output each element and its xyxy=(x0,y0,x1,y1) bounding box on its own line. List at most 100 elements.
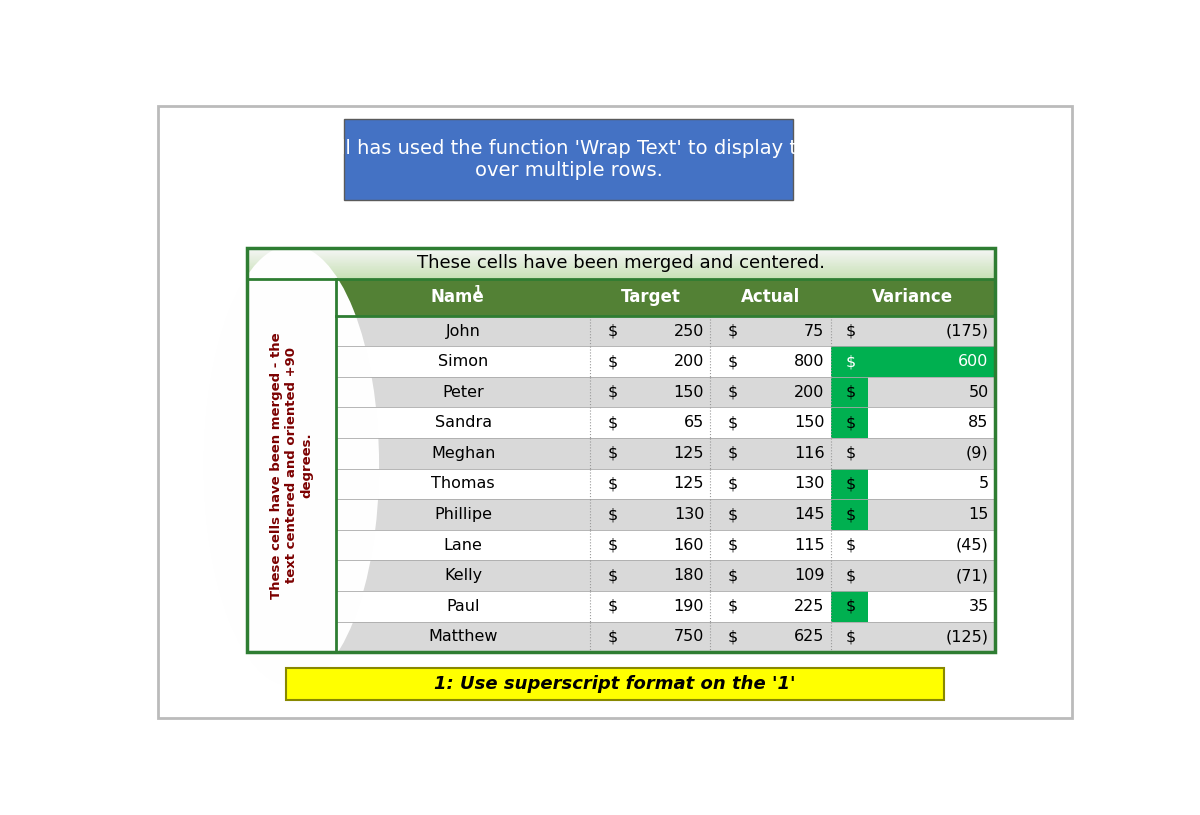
Bar xyxy=(247,254,995,255)
Text: 130: 130 xyxy=(674,507,704,522)
Ellipse shape xyxy=(226,302,356,630)
Text: 1: Use superscript format on the '1': 1: Use superscript format on the '1' xyxy=(434,675,796,693)
Bar xyxy=(247,279,336,652)
Text: 800: 800 xyxy=(794,354,824,369)
Bar xyxy=(336,346,995,377)
Ellipse shape xyxy=(268,406,316,525)
Ellipse shape xyxy=(282,443,300,488)
Ellipse shape xyxy=(241,338,342,593)
Text: $: $ xyxy=(607,324,618,338)
Bar xyxy=(247,268,995,269)
Ellipse shape xyxy=(220,286,362,645)
Bar xyxy=(343,119,793,200)
Ellipse shape xyxy=(280,435,304,496)
Bar xyxy=(247,252,995,253)
Text: Target: Target xyxy=(620,289,680,306)
Bar xyxy=(830,346,868,377)
Ellipse shape xyxy=(251,364,331,566)
Ellipse shape xyxy=(263,394,319,536)
Bar xyxy=(868,408,995,438)
Ellipse shape xyxy=(222,290,361,641)
Ellipse shape xyxy=(271,413,312,518)
Ellipse shape xyxy=(214,271,368,659)
Text: Meghan: Meghan xyxy=(431,446,496,460)
Text: $: $ xyxy=(727,629,738,645)
Bar xyxy=(868,622,995,652)
Bar xyxy=(247,266,995,267)
Bar xyxy=(336,500,995,530)
Text: $: $ xyxy=(846,385,856,399)
Bar xyxy=(247,248,995,249)
Text: $: $ xyxy=(727,538,738,553)
Ellipse shape xyxy=(254,372,329,559)
Bar xyxy=(868,500,995,530)
Ellipse shape xyxy=(218,283,365,649)
Ellipse shape xyxy=(209,257,374,675)
Text: $: $ xyxy=(607,354,618,369)
Ellipse shape xyxy=(284,447,299,484)
Ellipse shape xyxy=(262,390,322,540)
Bar xyxy=(336,469,995,500)
Text: Lane: Lane xyxy=(444,538,482,553)
Bar xyxy=(247,271,995,272)
Text: $: $ xyxy=(846,568,856,584)
Ellipse shape xyxy=(275,425,307,507)
Ellipse shape xyxy=(250,361,334,570)
Text: $: $ xyxy=(607,477,618,491)
Text: Peter: Peter xyxy=(443,385,484,399)
Bar xyxy=(336,530,995,561)
Text: 125: 125 xyxy=(673,446,704,460)
Ellipse shape xyxy=(228,305,355,626)
Text: 200: 200 xyxy=(674,354,704,369)
Ellipse shape xyxy=(211,264,372,667)
Ellipse shape xyxy=(288,458,294,473)
Ellipse shape xyxy=(276,428,306,503)
Text: 65: 65 xyxy=(684,416,704,430)
Text: $: $ xyxy=(727,568,738,584)
Ellipse shape xyxy=(247,354,336,578)
Bar xyxy=(868,315,995,346)
Bar xyxy=(247,250,995,251)
Bar xyxy=(830,438,868,469)
Text: $: $ xyxy=(607,629,618,645)
Ellipse shape xyxy=(290,462,293,469)
Text: $: $ xyxy=(846,599,856,614)
Bar xyxy=(830,530,868,561)
Bar xyxy=(247,277,995,279)
Ellipse shape xyxy=(260,387,323,544)
Text: Name: Name xyxy=(430,289,484,306)
Bar xyxy=(868,530,995,561)
Ellipse shape xyxy=(234,319,349,611)
Bar xyxy=(247,257,995,258)
Ellipse shape xyxy=(204,245,379,685)
Bar xyxy=(868,591,995,622)
Text: 625: 625 xyxy=(794,629,824,645)
Bar xyxy=(247,256,995,257)
Ellipse shape xyxy=(259,383,324,548)
Text: 600: 600 xyxy=(958,354,989,369)
Ellipse shape xyxy=(281,439,302,491)
Ellipse shape xyxy=(287,454,296,477)
Text: 35: 35 xyxy=(968,599,989,614)
Text: $: $ xyxy=(727,477,738,491)
Text: 116: 116 xyxy=(794,446,824,460)
Ellipse shape xyxy=(244,346,338,585)
Text: $: $ xyxy=(846,446,856,460)
Text: (9): (9) xyxy=(966,446,989,460)
Text: $: $ xyxy=(846,324,856,338)
Text: $: $ xyxy=(727,324,738,338)
Text: 1: 1 xyxy=(473,285,481,295)
Text: $: $ xyxy=(727,354,738,369)
Text: Actual: Actual xyxy=(740,289,800,306)
Bar xyxy=(247,258,995,259)
Ellipse shape xyxy=(217,279,366,652)
Bar xyxy=(247,258,995,260)
Text: $: $ xyxy=(727,416,738,430)
Ellipse shape xyxy=(272,417,311,514)
Bar xyxy=(830,315,868,346)
Bar xyxy=(247,264,995,265)
Ellipse shape xyxy=(278,432,305,499)
Ellipse shape xyxy=(236,328,347,604)
Bar xyxy=(336,279,995,315)
Bar xyxy=(868,346,995,377)
